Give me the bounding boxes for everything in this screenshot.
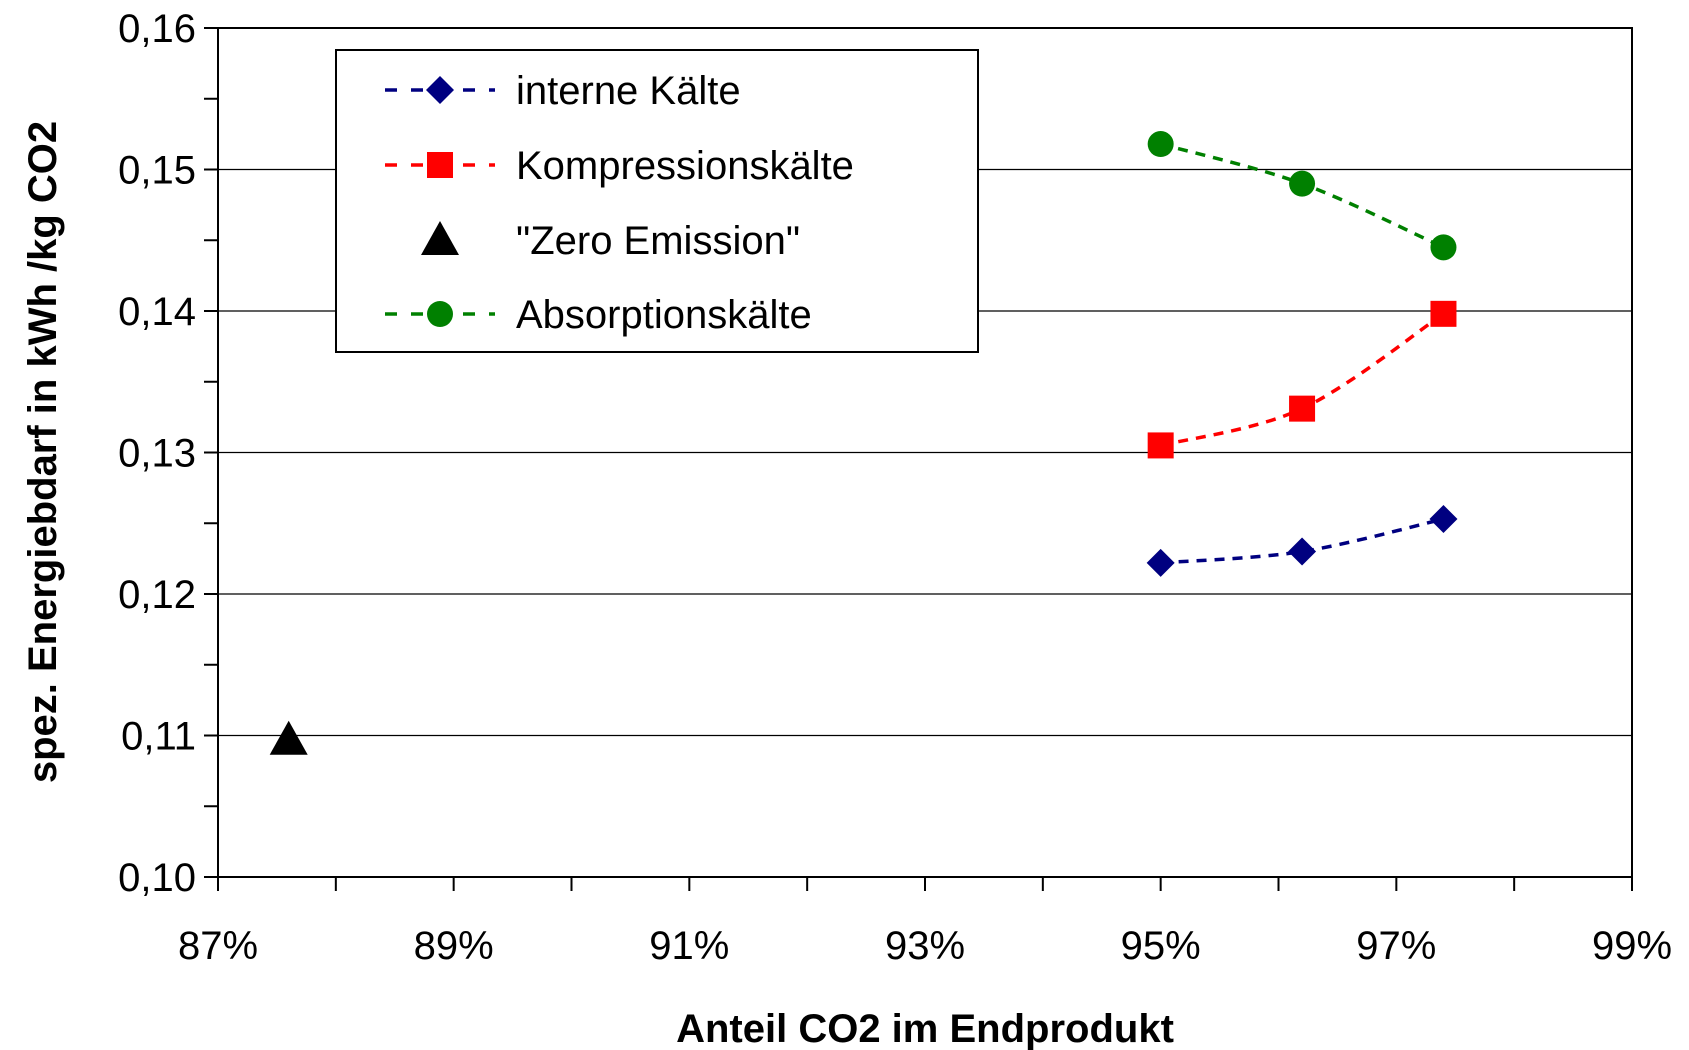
legend-entry: Absorptionskälte <box>385 293 812 337</box>
x-tick-label: 89% <box>414 924 494 968</box>
series-triangle <box>269 720 308 755</box>
legend-label: "Zero Emission" <box>516 219 800 263</box>
data-point <box>1430 234 1457 261</box>
data-point <box>1289 170 1316 197</box>
legend-label: interne Kälte <box>516 69 741 113</box>
y-tick-label: 0,14 <box>118 290 196 334</box>
series-diamond <box>1146 505 1458 577</box>
y-tick-label: 0,13 <box>118 432 196 476</box>
data-point <box>1147 131 1174 158</box>
legend-label: Absorptionskälte <box>516 293 812 337</box>
legend-marker <box>427 301 453 327</box>
y-tick-label: 0,16 <box>118 7 196 51</box>
data-point <box>1429 505 1458 534</box>
legend-marker <box>421 221 459 255</box>
data-point <box>1288 537 1317 566</box>
y-tick-label: 0,10 <box>118 856 196 900</box>
series-square <box>1147 300 1457 459</box>
data-series <box>269 131 1458 755</box>
data-point <box>1289 395 1316 422</box>
x-tick-label: 91% <box>649 924 729 968</box>
data-point <box>1147 432 1174 459</box>
data-point <box>269 720 308 755</box>
y-tick-label: 0,12 <box>118 573 196 617</box>
axis-ticks: 0,10 0,11 0,12 0,13 0,14 0,15 0,16 87% 89% 91% 93%… <box>118 7 1672 968</box>
data-point <box>1146 548 1175 577</box>
series-line <box>1160 517 1444 565</box>
y-tick-label: 0,15 <box>118 149 196 193</box>
data-point <box>1430 300 1457 327</box>
x-tick-label: 87% <box>178 924 258 968</box>
legend-marker <box>427 152 453 178</box>
legend-label: Kompressionskälte <box>516 144 854 188</box>
legend: interne Kälte Kompressionskälte "Zero Emis… <box>335 49 979 353</box>
legend-entry: Kompressionskälte <box>385 144 854 188</box>
series-line <box>1160 312 1445 448</box>
x-tick-label: 97% <box>1356 924 1436 968</box>
x-tick-label: 99% <box>1592 924 1672 968</box>
x-tick-label: 95% <box>1121 924 1201 968</box>
x-tick-label: 93% <box>885 924 965 968</box>
legend-marker <box>426 76 454 104</box>
legend-entry: "Zero Emission" <box>421 219 800 263</box>
y-axis-title: spez. Energiebdarf in kWh /kg CO2 <box>21 121 65 783</box>
y-tick-label: 0,11 <box>121 715 196 759</box>
legend-entry: interne Kälte <box>385 69 741 113</box>
series-circle <box>1147 131 1457 261</box>
x-axis-title: Anteil CO2 im Endprodukt <box>676 1007 1174 1050</box>
